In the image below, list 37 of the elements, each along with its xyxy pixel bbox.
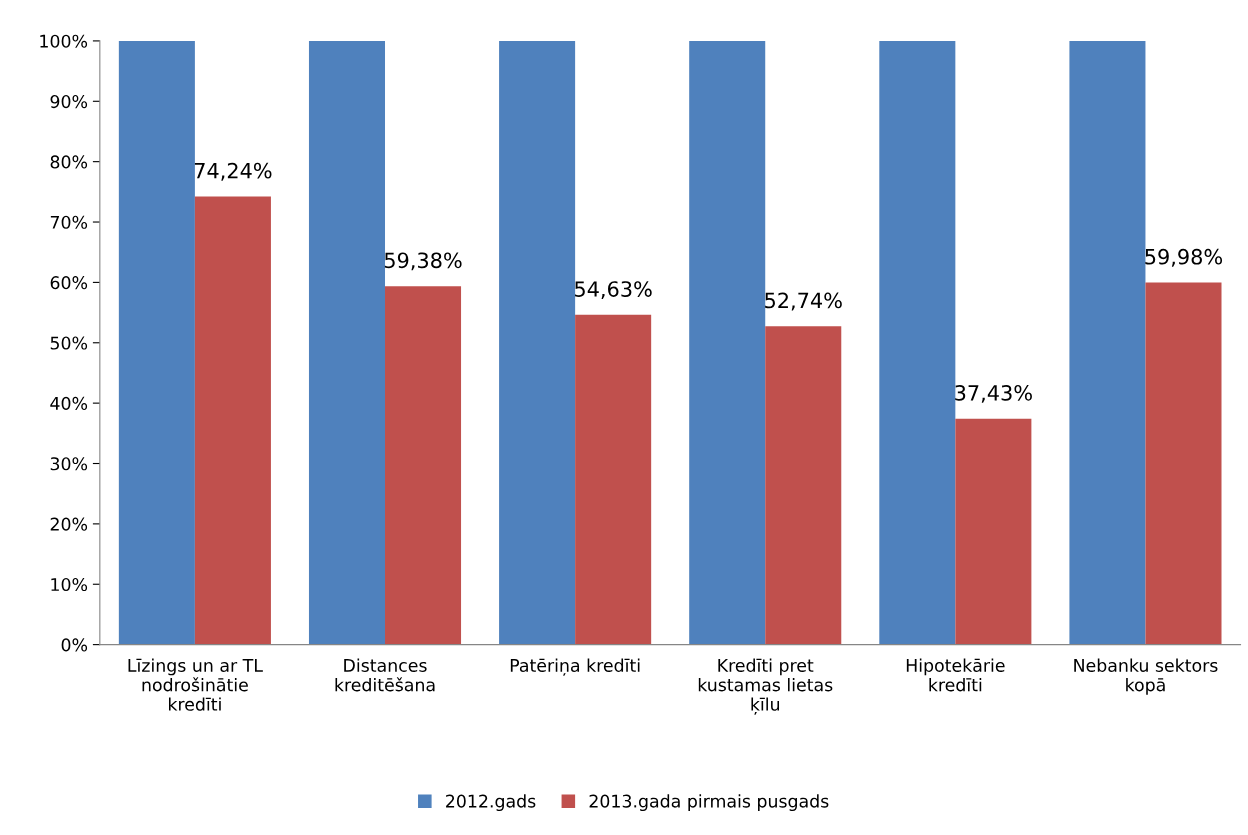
- data-label: 54,63%: [575, 281, 652, 300]
- data-label: 59,98%: [1145, 248, 1223, 267]
- y-tick-label: 20%: [50, 517, 88, 531]
- legend-label: 2013.gada pirmais pusgads: [589, 794, 829, 812]
- y-tick-label: 60%: [50, 276, 88, 290]
- x-tick-label: Līzings un ar TL nodrošinātie kredīti: [128, 658, 263, 711]
- bar: [118, 40, 195, 645]
- bar: [194, 196, 271, 645]
- y-tick-label: 0%: [61, 638, 88, 652]
- y-tick-label: 100%: [40, 34, 88, 48]
- bar: [1069, 40, 1146, 645]
- bar: [575, 314, 652, 645]
- bar: [385, 286, 462, 645]
- x-tick-label: Nebanku sektors kopā: [1074, 658, 1218, 695]
- x-tick-label: Patēriņa kredīti: [510, 658, 640, 676]
- data-label: 52,74%: [765, 292, 842, 311]
- x-tick-label: Distances kreditēšana: [335, 658, 435, 692]
- y-tick-label: 50%: [50, 336, 88, 350]
- bar: [879, 40, 956, 645]
- y-tick-label: 80%: [50, 155, 88, 169]
- bar: [1145, 282, 1222, 645]
- y-tick-label: 10%: [51, 577, 88, 592]
- bar: [765, 326, 842, 645]
- bar: [955, 418, 1032, 645]
- y-tick-label: 30%: [50, 457, 88, 471]
- x-tick-label: Hipotekārie kredīti: [906, 658, 1005, 692]
- data-label: 37,43%: [955, 384, 1032, 403]
- x-tick-label: Kredīti pret kustamas lietas ķīlu: [698, 658, 833, 715]
- legend-label: 2012.gads: [446, 794, 536, 812]
- bar: [689, 40, 766, 645]
- bar: [499, 40, 576, 645]
- y-tick-label: 70%: [50, 215, 88, 229]
- bar: [308, 40, 386, 645]
- data-label: 74,24%: [194, 162, 272, 181]
- y-tick-label: 40%: [50, 396, 88, 410]
- data-label: 59,38%: [384, 252, 462, 271]
- y-tick-label: 90%: [50, 95, 88, 109]
